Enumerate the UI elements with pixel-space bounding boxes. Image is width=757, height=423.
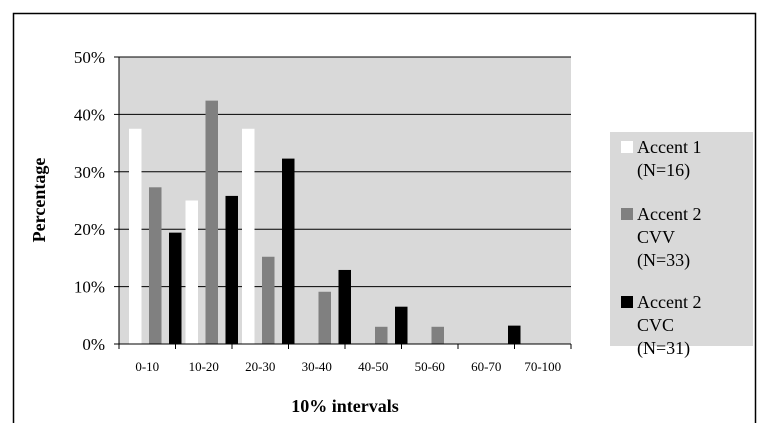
y-tick-label: 10%	[74, 278, 105, 297]
bar-40-50-series-2	[375, 326, 388, 344]
legend-box	[610, 132, 753, 346]
x-tick-label: 30-40	[302, 359, 332, 374]
bar-10-20-series-1	[185, 200, 198, 344]
bar-40-50-series-3	[395, 306, 408, 344]
x-tick-label: 0-10	[135, 359, 159, 374]
bar-20-30-series-2	[262, 256, 275, 344]
bar-20-30-series-3	[282, 158, 295, 344]
legend-swatch-2	[621, 208, 633, 220]
x-tick-label: 70-100	[524, 359, 561, 374]
bar-50-60-series-2	[431, 326, 444, 344]
legend-label-2: Accent 2	[637, 204, 701, 224]
y-axis-title: Percentage	[29, 158, 49, 243]
y-tick-label: 0%	[82, 335, 105, 354]
legend-swatch-1	[621, 141, 633, 153]
x-tick-labels: 0-10 10-20 20-30 30-40 40-50 50-60 60-70 70-100	[118, 344, 572, 374]
legend-label-2: (N=33)	[637, 250, 690, 271]
y-tick-label: 50%	[74, 48, 105, 67]
x-tick-label: 50-60	[415, 359, 445, 374]
legend-label-1: Accent 1	[637, 137, 701, 157]
y-tick-label: 20%	[74, 220, 105, 239]
bar-60-70-series-3	[508, 325, 521, 344]
x-tick-label: 20-30	[245, 359, 275, 374]
bars	[129, 100, 521, 345]
bar-10-20-series-3	[225, 195, 238, 344]
legend: Accent 1 (N=16) Accent 2 CVV (N=33) Accent 2 C…	[621, 137, 701, 359]
legend-label-2: CVV	[637, 227, 675, 247]
y-tick-labels: 0% 10% 20% 30% 40% 50%	[74, 48, 119, 354]
legend-label-1: (N=16)	[637, 160, 690, 181]
bar-20-30-series-1	[242, 128, 255, 344]
legend-label-3: Accent 2	[637, 292, 701, 312]
bar-30-40-series-2	[318, 291, 331, 344]
bar-0-10-series-2	[149, 187, 162, 344]
bar-30-40-series-3	[338, 269, 351, 344]
legend-swatch-3	[621, 296, 633, 308]
y-tick-label: 40%	[74, 105, 105, 124]
bar-0-10-series-1	[129, 128, 142, 344]
legend-label-3: (N=31)	[637, 338, 690, 359]
x-tick-label: 10-20	[189, 359, 219, 374]
bar-10-20-series-2	[205, 100, 218, 345]
x-tick-label: 40-50	[358, 359, 388, 374]
x-axis-title: 10% intervals	[291, 396, 399, 416]
chart-frame	[12, 12, 757, 423]
bar-0-10-series-3	[169, 232, 182, 344]
x-tick-label: 60-70	[471, 359, 501, 374]
y-tick-label: 30%	[74, 163, 105, 182]
legend-label-3: CVC	[637, 315, 674, 335]
